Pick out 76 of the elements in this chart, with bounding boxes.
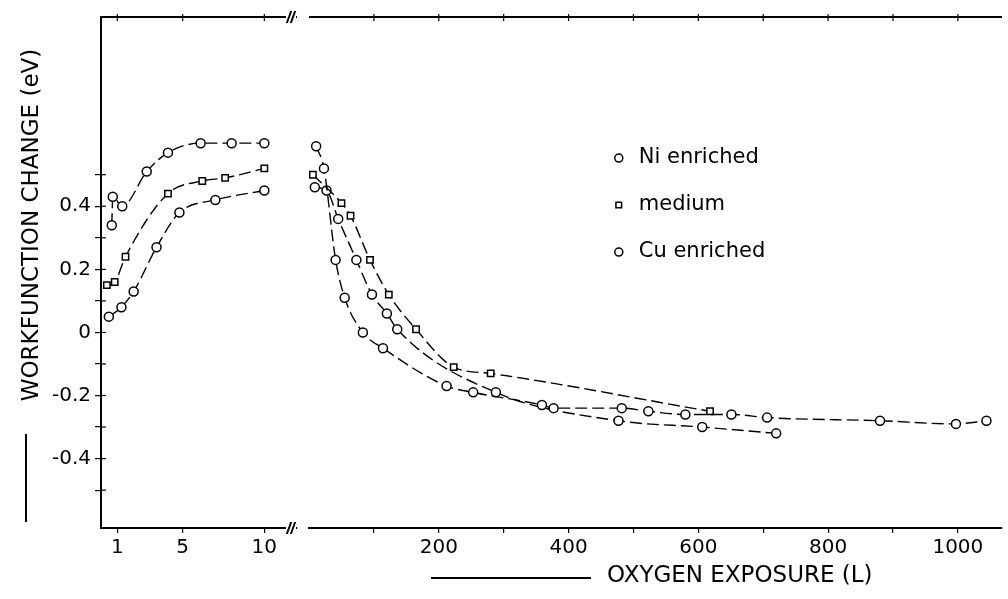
point xyxy=(381,308,393,319)
point xyxy=(486,369,495,378)
point xyxy=(761,412,773,423)
point xyxy=(195,137,206,149)
legend-label: medium xyxy=(638,191,726,216)
point xyxy=(226,137,237,149)
point xyxy=(680,409,691,420)
x-tick-label: 1 xyxy=(110,534,124,559)
point xyxy=(339,292,350,303)
legend-label: Ni enriched xyxy=(638,144,759,169)
point xyxy=(449,363,458,372)
point xyxy=(260,164,269,173)
point xyxy=(412,325,420,334)
point xyxy=(259,185,270,196)
point xyxy=(210,194,221,206)
point xyxy=(310,141,322,152)
point xyxy=(366,289,378,300)
y-axis-title: WORKFUNCTION CHANGE (eV) xyxy=(16,48,43,402)
point xyxy=(377,342,389,354)
x-tick-label: 200 xyxy=(419,534,458,559)
y-tick-label: 0.4 xyxy=(59,192,91,217)
point xyxy=(174,207,185,218)
point xyxy=(162,147,174,158)
point xyxy=(346,211,355,220)
point xyxy=(392,324,403,335)
point xyxy=(357,327,369,338)
point xyxy=(696,421,708,433)
y-tick-label: -0.2 xyxy=(51,381,91,406)
point xyxy=(384,290,393,299)
point xyxy=(121,252,130,261)
x-tick-label: 10 xyxy=(251,534,278,559)
point xyxy=(164,189,172,198)
point xyxy=(318,163,330,174)
x-axis-title: OXYGEN EXPOSURE (L) xyxy=(607,560,873,587)
point xyxy=(107,191,119,203)
point xyxy=(106,219,118,231)
point xyxy=(874,415,886,426)
point xyxy=(141,166,152,177)
legend-label: Cu enriched xyxy=(638,238,766,263)
x-tick-label: 5 xyxy=(176,534,190,559)
x-tick-label: 400 xyxy=(549,534,588,559)
point xyxy=(309,182,321,193)
point xyxy=(351,254,362,266)
point xyxy=(221,173,230,182)
x-tick-label: 1000 xyxy=(932,534,984,559)
x-tick-label: 600 xyxy=(679,534,718,559)
point xyxy=(116,201,128,212)
point xyxy=(128,286,139,297)
point xyxy=(151,242,162,253)
y-tick-label: 0 xyxy=(78,318,91,343)
y-tick-label: -0.4 xyxy=(51,444,91,469)
point xyxy=(726,409,737,420)
point xyxy=(643,406,654,417)
point xyxy=(103,311,115,322)
point xyxy=(259,137,270,149)
point xyxy=(198,177,207,185)
point xyxy=(548,402,559,414)
point xyxy=(613,415,624,426)
point xyxy=(467,387,479,398)
point xyxy=(536,399,548,411)
point xyxy=(950,418,962,430)
point xyxy=(116,301,127,313)
point xyxy=(110,278,119,286)
x-tick-label: 800 xyxy=(809,534,848,559)
point xyxy=(981,415,992,426)
point xyxy=(770,428,782,439)
point xyxy=(616,402,628,414)
point xyxy=(706,407,714,416)
point xyxy=(102,281,111,290)
point xyxy=(309,170,317,179)
point xyxy=(330,254,341,266)
point xyxy=(332,213,344,225)
y-tick-label: 0.2 xyxy=(59,255,91,280)
point xyxy=(366,255,374,264)
point xyxy=(441,380,452,392)
point xyxy=(337,199,346,208)
